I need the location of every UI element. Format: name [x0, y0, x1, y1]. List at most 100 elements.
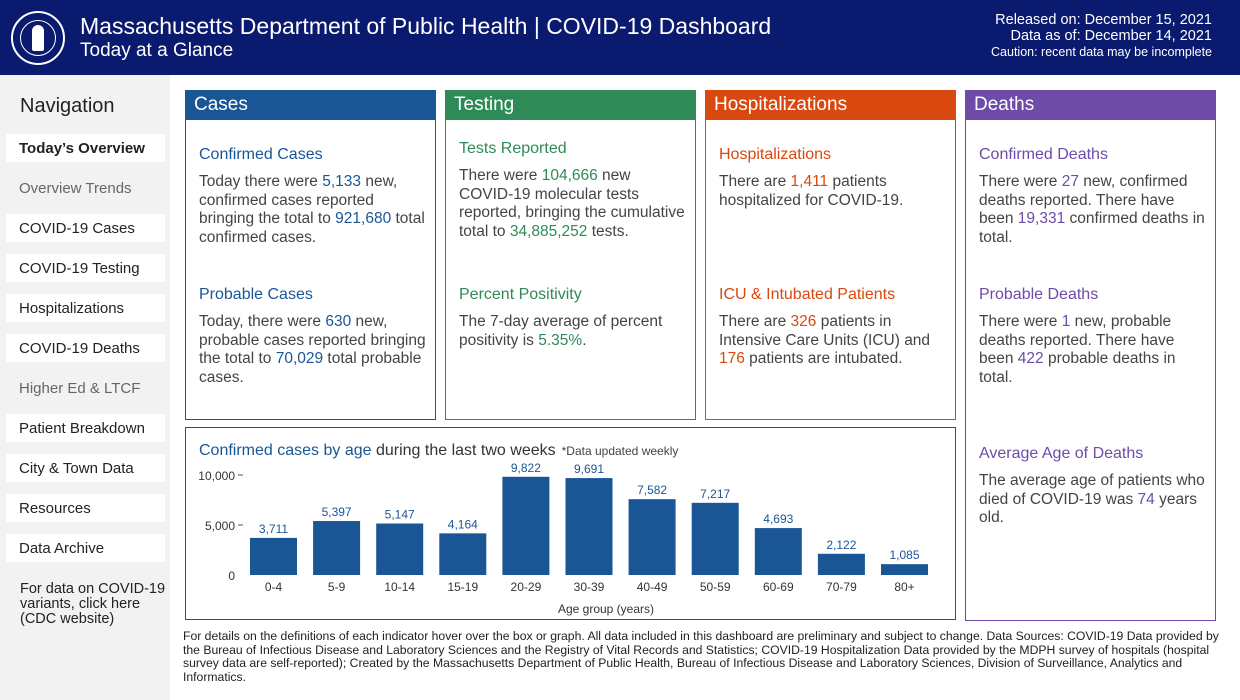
- bar-value-label: 7,217: [700, 487, 730, 501]
- nav-item-resources[interactable]: Resources: [6, 494, 165, 522]
- bar-80+[interactable]: [881, 564, 928, 575]
- testing-card-title: Testing: [446, 91, 695, 120]
- bar-70-79[interactable]: [817, 553, 865, 575]
- probable-cases-total: 70,029: [275, 350, 324, 367]
- x-tick-label: 40-49: [637, 580, 668, 594]
- bar-value-label: 9,822: [511, 461, 541, 475]
- bar-60-69[interactable]: [754, 528, 802, 575]
- x-tick-label: 30-39: [574, 580, 605, 594]
- icu-value: 326: [790, 313, 817, 330]
- confirmed-deaths-new: 27: [1061, 173, 1079, 190]
- chart-title: Confirmed cases by age during the last t…: [199, 442, 679, 459]
- confirmed-deaths-text: There were 27 new, confirmed deaths repo…: [979, 173, 1205, 246]
- percent-positivity-value: 5.35%: [538, 331, 583, 349]
- navigation-sidebar: Navigation Today’s Overview Overview Tre…: [0, 75, 170, 700]
- bar-value-label: 2,122: [826, 538, 856, 552]
- tests-reported-label: Tests Reported: [459, 140, 567, 157]
- tests-reported-total: 34,885,252: [509, 222, 588, 240]
- bar-value-label: 5,397: [322, 505, 352, 519]
- bar-15-19[interactable]: [439, 533, 487, 575]
- bar-value-label: 1,085: [889, 548, 919, 562]
- nav-item-todays-overview[interactable]: Today’s Overview: [6, 134, 165, 162]
- probable-cases-text: Today, there were 630 new, probable case…: [199, 313, 426, 386]
- nav-item-covid-cases[interactable]: COVID-19 Cases: [6, 214, 165, 242]
- bar-value-label: 7,582: [637, 483, 667, 497]
- probable-deaths-label: Probable Deaths: [979, 286, 1099, 303]
- bar-0-4[interactable]: [250, 537, 297, 575]
- bar-40-49[interactable]: [628, 499, 676, 575]
- nav-item-hospitalizations[interactable]: Hospitalizations: [6, 294, 165, 322]
- average-age-value: 74: [1137, 490, 1155, 508]
- confirmed-cases-text: Today there were 5,133 new, confirmed ca…: [199, 173, 425, 246]
- variants-link[interactable]: For data on COVID-19 variants, click her…: [20, 581, 166, 627]
- hospitalizations-text: There are 1,411 patients hospitalized fo…: [719, 173, 904, 209]
- navigation-title: Navigation: [20, 95, 115, 117]
- confirmed-cases-total: 921,680: [335, 210, 392, 227]
- confirmed-deaths-label: Confirmed Deaths: [979, 146, 1108, 163]
- bar-20-29[interactable]: [502, 476, 550, 575]
- cases-card[interactable]: Cases Confirmed Cases Today there were 5…: [185, 90, 436, 420]
- dashboard-subtitle: Today at a Glance: [80, 40, 234, 61]
- hospitalizations-card-title: Hospitalizations: [706, 91, 955, 120]
- intubated-value: 176: [719, 350, 745, 367]
- testing-card[interactable]: Testing Tests Reported There were 104,66…: [445, 90, 696, 420]
- released-date: Released on: December 15, 2021: [995, 12, 1212, 28]
- bar-chart-svg: 0 5,000 10,000 3,711 0-4 5,397 5-9 5,147 10-14 4,…: [198, 461, 928, 616]
- confirmed-deaths-total: 19,331: [1017, 210, 1066, 227]
- bar-value-label: 5,147: [385, 508, 415, 522]
- hospitalizations-card[interactable]: Hospitalizations Hospitalizations There …: [705, 90, 956, 420]
- x-tick-label: 70-79: [826, 580, 857, 594]
- chart-note: *Data updated weekly: [561, 444, 679, 458]
- nav-item-overview-trends[interactable]: Overview Trends: [19, 180, 132, 197]
- bar-30-39[interactable]: [565, 478, 613, 575]
- confirmed-cases-label: Confirmed Cases: [199, 146, 323, 163]
- bar-50-59[interactable]: [691, 502, 739, 575]
- nav-item-covid-testing[interactable]: COVID-19 Testing: [6, 254, 165, 282]
- x-tick-label: 10-14: [384, 580, 415, 594]
- nav-item-covid-deaths[interactable]: COVID-19 Deaths: [6, 334, 165, 362]
- bar-value-label: 3,711: [259, 522, 288, 536]
- data-as-of-date: Data as of: December 14, 2021: [1010, 28, 1212, 44]
- hospitalizations-label: Hospitalizations: [719, 146, 832, 163]
- state-seal-icon: [11, 11, 65, 65]
- x-tick-label: 60-69: [763, 580, 794, 594]
- nav-item-city-town-data[interactable]: City & Town Data: [6, 454, 165, 482]
- probable-deaths-new: 1: [1061, 313, 1071, 330]
- bar-value-label: 4,693: [763, 512, 793, 526]
- x-axis-label: Age group (years): [558, 602, 654, 616]
- hospitalized-value: 1,411: [790, 173, 829, 190]
- bar-10-14[interactable]: [376, 523, 424, 575]
- x-tick-label: 15-19: [447, 580, 478, 594]
- dashboard-title: Massachusetts Department of Public Healt…: [80, 13, 772, 39]
- x-tick-label: 0-4: [265, 580, 283, 594]
- tests-reported-new: 104,666: [541, 167, 598, 184]
- icu-intubated-text: There are 326 patients in Intensive Care…: [719, 313, 931, 367]
- x-tick-label: 80+: [894, 580, 914, 594]
- tests-reported-text: There were 104,666 new COVID-19 molecula…: [459, 167, 685, 240]
- probable-cases-new: 630: [325, 313, 352, 330]
- release-info: Released on: December 15, 2021 Data as o…: [991, 12, 1212, 60]
- nav-item-patient-breakdown[interactable]: Patient Breakdown: [6, 414, 165, 442]
- bar-value-label: 4,164: [448, 517, 478, 531]
- footer-disclaimer: For details on the definitions of each i…: [183, 629, 1219, 684]
- x-tick-label: 50-59: [700, 580, 731, 594]
- deaths-card[interactable]: Deaths Confirmed Deaths There were 27 ne…: [965, 90, 1216, 621]
- y-tick-label: 10,000: [198, 469, 235, 483]
- y-tick-label: 0: [228, 569, 235, 583]
- caution-note: Caution: recent data may be incomplete: [991, 45, 1212, 59]
- nav-item-higher-ed-ltcf[interactable]: Higher Ed & LTCF: [19, 380, 141, 397]
- average-age-label: Average Age of Deaths: [979, 445, 1144, 462]
- average-age-text: The average age of patients who died of …: [979, 472, 1205, 526]
- nav-item-data-archive[interactable]: Data Archive: [6, 534, 165, 562]
- bar-5-9[interactable]: [313, 521, 361, 575]
- bar-value-label: 9,691: [574, 462, 604, 476]
- cases-by-age-chart[interactable]: Confirmed cases by age during the last t…: [185, 427, 956, 620]
- cases-card-title: Cases: [186, 91, 435, 120]
- x-tick-label: 20-29: [511, 580, 542, 594]
- dashboard-header: Massachusetts Department of Public Healt…: [0, 0, 1240, 75]
- percent-positivity-label: Percent Positivity: [459, 286, 582, 303]
- deaths-card-title: Deaths: [966, 91, 1215, 120]
- percent-positivity-text: The 7-day average of percent positivity …: [459, 313, 663, 349]
- y-tick-label: 5,000: [205, 519, 235, 533]
- probable-deaths-text: There were 1 new, probable deaths report…: [979, 313, 1176, 386]
